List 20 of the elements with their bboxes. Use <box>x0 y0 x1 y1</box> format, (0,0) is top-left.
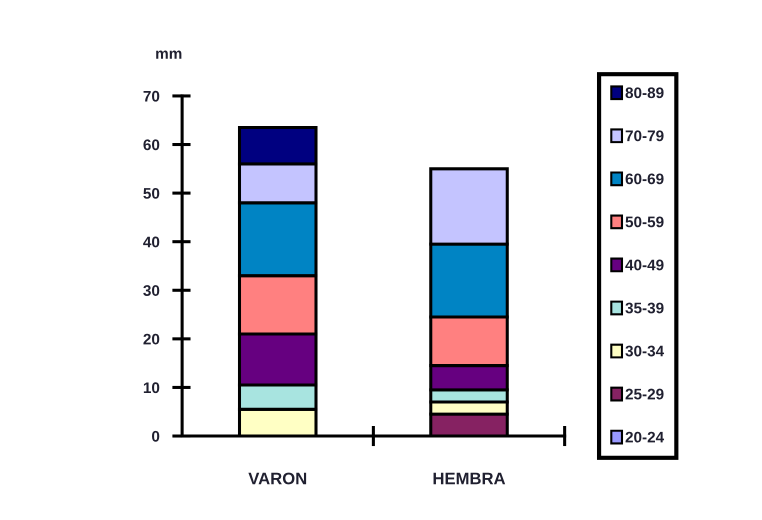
legend-label: 30-34 <box>625 346 664 356</box>
y-tick-label: 10 <box>144 382 160 394</box>
y-tick-label: 40 <box>143 236 160 248</box>
legend-label: 20-24 <box>626 432 664 443</box>
legend-label: 35-39 <box>625 302 664 314</box>
x-tick-label: HEMBRA <box>434 472 506 484</box>
y-tick-label: 50 <box>143 188 160 199</box>
y-tick-label: 60 <box>143 139 160 150</box>
y-tick-label: 0 <box>152 430 160 442</box>
legend-label: 50-59 <box>626 216 664 228</box>
y-tick-label: 20 <box>143 334 160 345</box>
y-axis-title: mm <box>156 50 182 59</box>
legend-label: 40-49 <box>625 260 664 270</box>
y-tick-label: 70 <box>144 90 160 102</box>
y-tick-label: 30 <box>143 285 160 296</box>
legend-label: 70-79 <box>626 130 664 142</box>
x-tick-label: VARON <box>248 472 306 484</box>
legend-label: 60-69 <box>626 173 664 184</box>
legend-label: 25-29 <box>626 388 664 400</box>
legend-label: 80-89 <box>626 87 664 98</box>
